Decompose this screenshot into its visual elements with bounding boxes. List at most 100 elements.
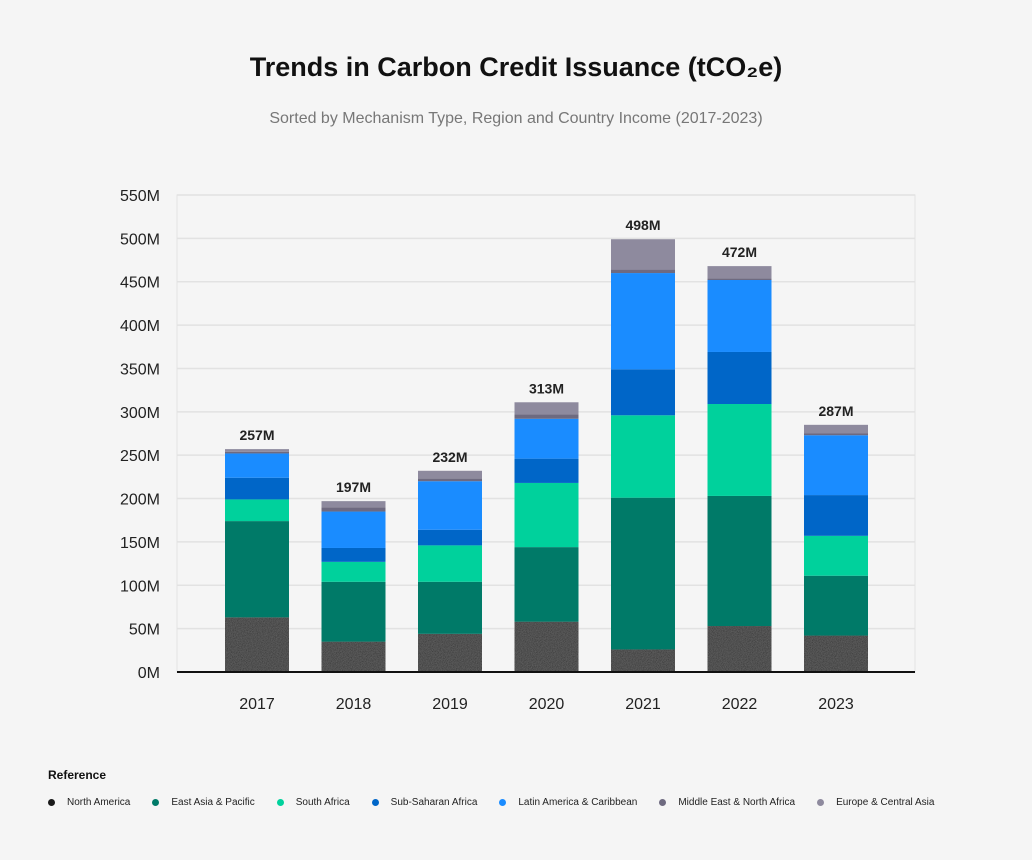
total-label: 472M <box>722 244 757 260</box>
total-label: 232M <box>432 449 467 465</box>
legend-item: Middle East & North Africa <box>659 797 795 808</box>
y-tick-label: 350M <box>120 361 160 378</box>
legend-dot-icon <box>152 799 160 806</box>
x-tick-label: 2023 <box>818 696 854 713</box>
total-label: 498M <box>625 217 660 233</box>
legend-item: Latin America & Caribbean <box>499 797 637 808</box>
y-tick-label: 250M <box>120 448 160 465</box>
bar-segment <box>707 278 772 280</box>
x-tick-label: 2021 <box>625 696 661 713</box>
y-tick-label: 150M <box>120 535 160 552</box>
y-tick-label: 0M <box>138 665 160 682</box>
bar-segment <box>514 621 579 672</box>
legend-item: Sub-Saharan Africa <box>371 797 478 808</box>
bar-segment <box>321 511 386 548</box>
bar-segment <box>418 633 482 672</box>
y-tick-label: 550M <box>120 188 160 205</box>
bar-segment <box>321 501 386 508</box>
total-label: 287M <box>818 403 853 419</box>
bar-segment <box>418 545 482 582</box>
bar-segment <box>225 521 289 618</box>
bar-segment <box>804 575 868 636</box>
x-tick-label: 2022 <box>722 696 758 713</box>
bar-segment <box>611 497 675 650</box>
chart-subtitle: Sorted by Mechanism Type, Region and Cou… <box>269 110 763 127</box>
legend-label: Middle East & North Africa <box>678 797 796 808</box>
legend-item: South Africa <box>276 797 350 808</box>
legend-dot-icon <box>371 799 379 806</box>
bar-segment <box>707 266 772 279</box>
legend-dot-icon <box>817 799 825 806</box>
legend-item: Europe & Central Asia <box>817 797 934 808</box>
legend-item: East Asia & Pacific <box>152 797 255 808</box>
legend-label: Europe & Central Asia <box>836 797 935 808</box>
bar-segment <box>225 453 289 478</box>
bar-segment <box>225 499 289 522</box>
bar-segment <box>707 351 772 405</box>
bar-segment <box>611 649 675 672</box>
bar-segment <box>418 581 482 634</box>
x-tick-label: 2017 <box>239 696 275 713</box>
bar-segment <box>321 561 386 582</box>
bar-segment <box>225 477 289 500</box>
bar-segment <box>804 435 868 496</box>
bar-segment <box>611 369 675 416</box>
legend-dot-icon <box>48 799 55 806</box>
bar-segment <box>418 529 482 546</box>
bar-segment <box>225 617 289 672</box>
bar-segment <box>321 581 386 642</box>
bar-segment <box>321 547 386 562</box>
legend-item: North America <box>48 797 130 808</box>
bar-segment <box>514 402 579 415</box>
bar-segment <box>804 433 868 436</box>
legend: North America East Asia & Pacific South Af… <box>48 797 956 808</box>
bar-segment <box>514 482 579 548</box>
bar-segment <box>514 458 579 483</box>
bar-segment <box>707 495 772 627</box>
x-tick-label: 2020 <box>529 696 565 713</box>
bar-segment <box>225 451 289 454</box>
bar-segment <box>514 414 579 419</box>
y-tick-label: 100M <box>120 578 160 595</box>
bar-segment <box>514 547 579 622</box>
bar-segment <box>707 626 772 672</box>
legend-dot-icon <box>659 799 667 806</box>
bar-segment <box>321 641 386 672</box>
legend-label: Sub-Saharan Africa <box>390 797 478 808</box>
bar-segment <box>804 424 868 434</box>
x-tick-label: 2019 <box>432 696 468 713</box>
bar-segment <box>611 239 675 270</box>
bar-segment <box>707 404 772 496</box>
y-tick-label: 500M <box>120 231 160 248</box>
bar-segment <box>418 481 482 530</box>
bar-segment <box>611 415 675 498</box>
bar-segment <box>418 478 482 482</box>
legend-label: South Africa <box>295 797 350 808</box>
x-tick-label: 2018 <box>336 696 372 713</box>
total-label: 313M <box>529 380 564 396</box>
bar-segment <box>804 635 868 672</box>
y-tick-label: 50M <box>129 622 160 639</box>
y-tick-label: 300M <box>120 405 160 422</box>
bar-segment <box>611 273 675 370</box>
bar-segment <box>804 495 868 536</box>
legend-dot-icon <box>276 799 284 806</box>
legend-label: Latin America & Caribbean <box>518 797 638 808</box>
bar-segment <box>321 507 386 512</box>
bar-segment <box>514 418 579 459</box>
bar-segment <box>611 269 675 274</box>
legend-title: Reference <box>48 768 107 782</box>
legend-label: East Asia & Pacific <box>171 797 255 808</box>
y-tick-label: 450M <box>120 275 160 292</box>
bar-segment <box>418 470 482 479</box>
bar-segment <box>804 535 868 576</box>
bar-segment <box>225 449 289 452</box>
total-label: 257M <box>239 427 274 443</box>
y-tick-label: 200M <box>120 492 160 509</box>
stacked-bar-chart: 0M 50M 100M 150M 200M 250M 300M 350M 400M 450M 500… <box>120 188 916 713</box>
legend-label: North America <box>67 797 131 808</box>
total-label: 197M <box>336 479 371 495</box>
chart-title: Trends in Carbon Credit Issuance (tCO₂e) <box>249 52 783 82</box>
bar-segment <box>707 279 772 352</box>
